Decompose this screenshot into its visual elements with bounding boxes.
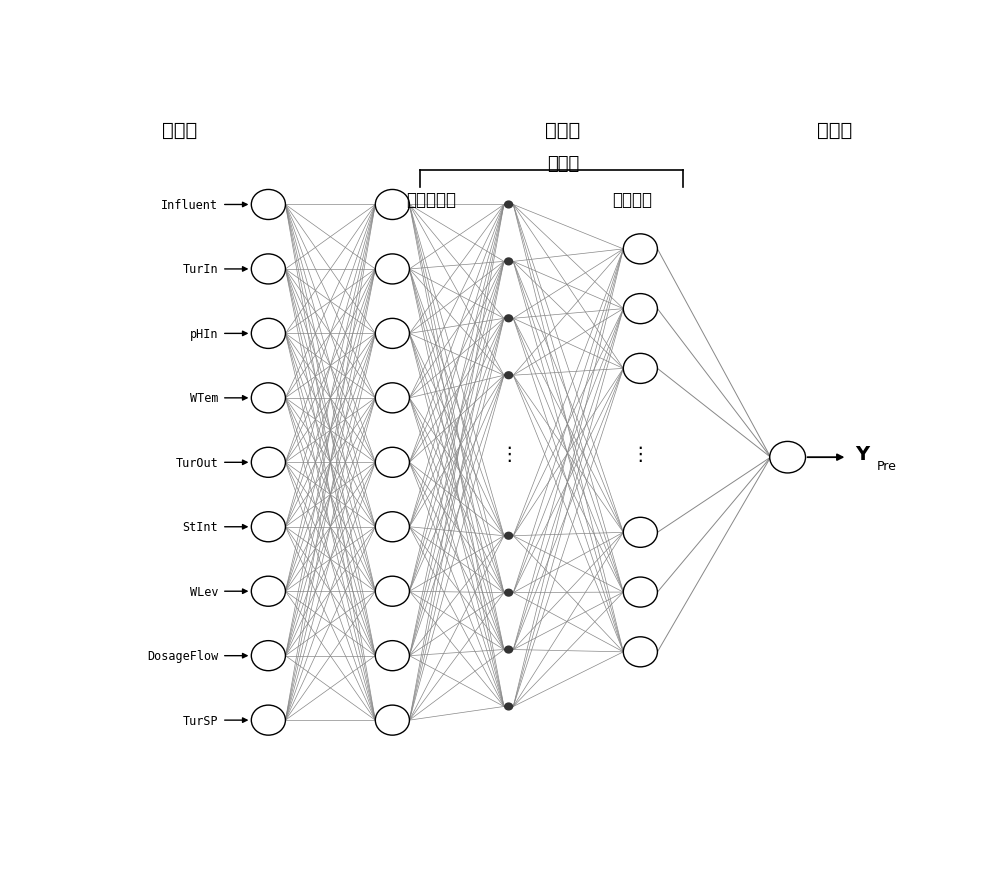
Circle shape	[251, 190, 285, 221]
Text: TurIn: TurIn	[182, 263, 218, 276]
Text: WLev: WLev	[190, 585, 218, 598]
Circle shape	[375, 641, 409, 671]
Text: ⋮: ⋮	[631, 445, 650, 463]
Circle shape	[251, 577, 285, 607]
Text: StInt: StInt	[182, 521, 218, 533]
Text: 时间序列层: 时间序列层	[406, 190, 456, 209]
Circle shape	[375, 512, 409, 542]
Text: 输入层: 输入层	[162, 120, 197, 140]
Text: 隐含层: 隐含层	[547, 155, 579, 174]
Circle shape	[623, 235, 657, 265]
Circle shape	[375, 190, 409, 221]
Circle shape	[251, 254, 285, 284]
Circle shape	[504, 532, 513, 540]
Circle shape	[504, 589, 513, 597]
Circle shape	[375, 319, 409, 349]
Text: TurOut: TurOut	[175, 456, 218, 470]
Circle shape	[504, 315, 513, 323]
Circle shape	[623, 637, 657, 667]
Text: TurSP: TurSP	[182, 714, 218, 727]
Circle shape	[375, 384, 409, 414]
Text: ⋮: ⋮	[499, 445, 518, 463]
Text: pHIn: pHIn	[190, 328, 218, 340]
Circle shape	[375, 254, 409, 284]
Circle shape	[251, 641, 285, 671]
Circle shape	[623, 578, 657, 608]
Text: WTem: WTem	[190, 392, 218, 405]
Circle shape	[251, 705, 285, 735]
Circle shape	[770, 442, 806, 473]
Circle shape	[375, 577, 409, 607]
Circle shape	[623, 294, 657, 324]
Circle shape	[251, 512, 285, 542]
Circle shape	[504, 201, 513, 209]
Text: DosageFlow: DosageFlow	[147, 649, 218, 663]
Circle shape	[251, 319, 285, 349]
Circle shape	[251, 447, 285, 478]
Circle shape	[623, 517, 657, 548]
Text: Pre: Pre	[877, 459, 897, 472]
Circle shape	[504, 703, 513, 711]
Text: Influent: Influent	[161, 198, 218, 212]
Circle shape	[504, 646, 513, 654]
Text: 隐含层: 隐含层	[545, 120, 580, 140]
Text: Y: Y	[855, 445, 869, 463]
Circle shape	[251, 384, 285, 414]
Text: 全连接层: 全连接层	[613, 190, 653, 209]
Circle shape	[375, 447, 409, 478]
Circle shape	[375, 705, 409, 735]
Text: 输出层: 输出层	[816, 120, 852, 140]
Circle shape	[623, 354, 657, 384]
Circle shape	[504, 258, 513, 266]
Circle shape	[504, 372, 513, 380]
